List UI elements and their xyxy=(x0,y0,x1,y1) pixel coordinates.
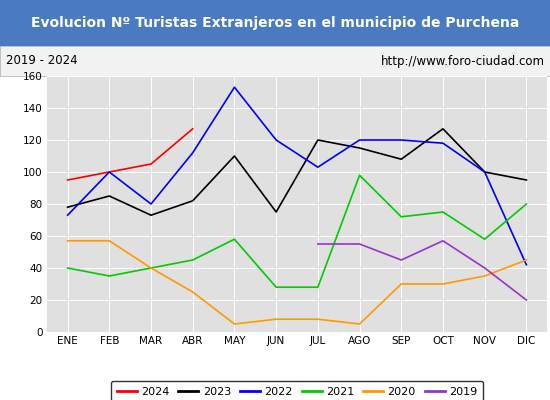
Text: Evolucion Nº Turistas Extranjeros en el municipio de Purchena: Evolucion Nº Turistas Extranjeros en el … xyxy=(31,16,519,30)
Text: http://www.foro-ciudad.com: http://www.foro-ciudad.com xyxy=(381,54,544,68)
Legend: 2024, 2023, 2022, 2021, 2020, 2019: 2024, 2023, 2022, 2021, 2020, 2019 xyxy=(111,381,483,400)
Text: 2019 - 2024: 2019 - 2024 xyxy=(6,54,77,68)
